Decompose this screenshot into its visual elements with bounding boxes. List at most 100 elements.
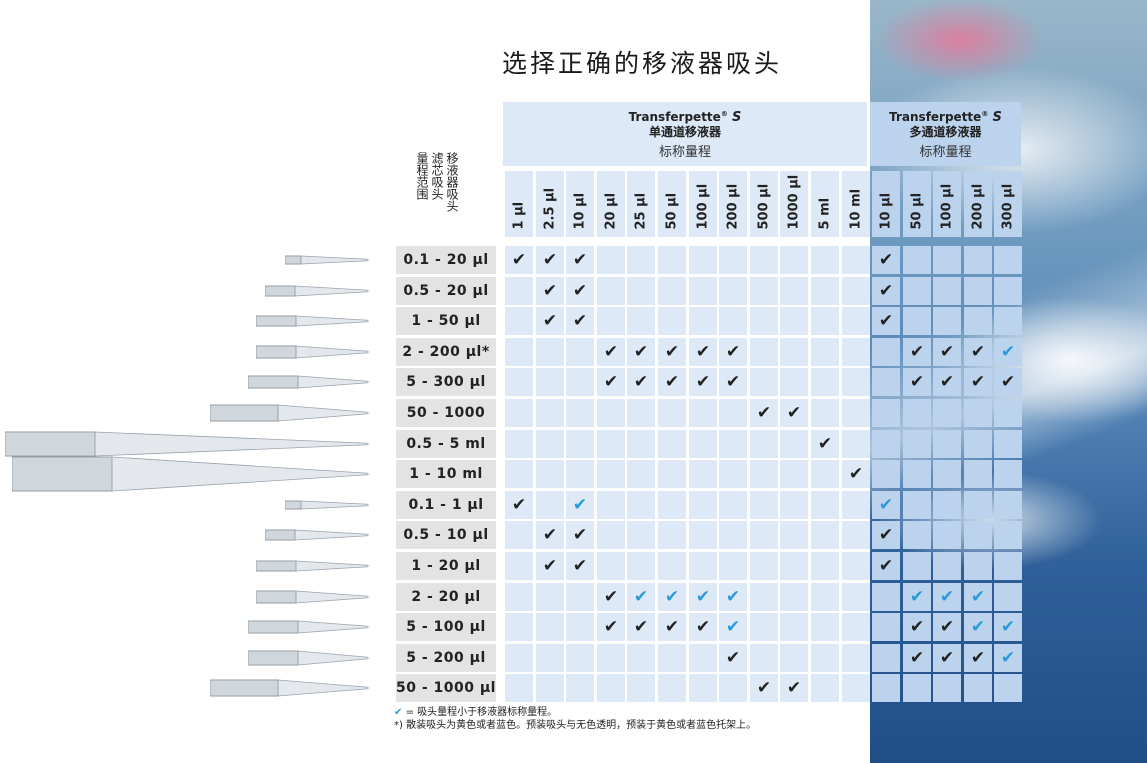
compatibility-cell: ✔ — [842, 460, 870, 488]
multi-compatibility-cell — [903, 430, 931, 458]
compatibility-cell — [505, 460, 533, 488]
compatibility-cell — [750, 460, 778, 488]
compatibility-cell — [627, 246, 655, 274]
pipette-tip-image — [256, 590, 369, 604]
compatibility-cell — [842, 368, 870, 396]
compatibility-cell — [505, 583, 533, 611]
compatibility-cell — [505, 613, 533, 641]
multi-compatibility-cell: ✔ — [903, 338, 931, 366]
column-header-label: 300 µl — [1000, 183, 1016, 230]
compatibility-cell: ✔ — [597, 368, 625, 396]
multi-compatibility-cell: ✔ — [964, 644, 992, 672]
compatibility-cell — [719, 430, 747, 458]
compatibility-cell — [842, 338, 870, 366]
compatibility-cell: ✔ — [780, 674, 808, 702]
compatibility-cell — [811, 674, 839, 702]
pipette-tip-image — [248, 375, 369, 389]
compatibility-cell — [658, 674, 686, 702]
single-range-label: 标称量程 — [658, 145, 711, 160]
compatibility-cell — [597, 552, 625, 580]
compatibility-cell — [842, 583, 870, 611]
compatibility-cell — [750, 338, 778, 366]
multi-compatibility-cell: ✔ — [872, 246, 900, 274]
pipette-tip-image — [210, 679, 369, 697]
compatibility-cell — [842, 399, 870, 427]
tip-range-label: 0.5 - 10 µl — [396, 521, 496, 549]
compatibility-cell — [627, 460, 655, 488]
multi-compatibility-cell — [964, 430, 992, 458]
compatibility-cell — [842, 277, 870, 305]
multi-compatibility-cell: ✔ — [964, 368, 992, 396]
compatibility-cell — [719, 491, 747, 519]
tip-range-label: 5 - 100 µl — [396, 613, 496, 641]
compatibility-cell — [842, 613, 870, 641]
compatibility-cell — [811, 368, 839, 396]
multi-compatibility-cell: ✔ — [994, 644, 1022, 672]
compatibility-cell: ✔ — [536, 521, 564, 549]
compatibility-cell — [566, 613, 594, 641]
compatibility-cell — [536, 399, 564, 427]
multi-compatibility-cell — [994, 674, 1022, 702]
multi-compatibility-cell — [933, 277, 961, 305]
multi-compatibility-cell — [964, 491, 992, 519]
compatibility-cell — [627, 399, 655, 427]
compatibility-cell — [750, 491, 778, 519]
compatibility-cell: ✔ — [627, 368, 655, 396]
compatibility-cell — [627, 644, 655, 672]
multi-compatibility-cell: ✔ — [903, 583, 931, 611]
compatibility-cell — [597, 460, 625, 488]
compatibility-cell: ✔ — [750, 674, 778, 702]
multi-compatibility-cell: ✔ — [903, 644, 931, 672]
compatibility-cell — [627, 491, 655, 519]
compatibility-cell — [780, 644, 808, 672]
multi-compatibility-cell: ✔ — [994, 613, 1022, 641]
pipette-tip-image — [248, 650, 369, 666]
compatibility-cell: ✔ — [536, 552, 564, 580]
multi-compatibility-cell — [964, 277, 992, 305]
compatibility-cell: ✔ — [719, 644, 747, 672]
pipette-tip-image — [265, 285, 369, 297]
tip-range-label: 1 - 50 µl — [396, 307, 496, 335]
compatibility-cell — [536, 460, 564, 488]
pipette-tip-image — [285, 255, 369, 265]
multi-compatibility-cell — [994, 277, 1022, 305]
column-header-label: 1 µl — [511, 201, 527, 230]
pipette-tip-image — [5, 431, 369, 457]
multi-compatibility-cell — [872, 368, 900, 396]
compatibility-cell — [750, 552, 778, 580]
compatibility-cell: ✔ — [719, 338, 747, 366]
compatibility-cell — [505, 644, 533, 672]
pipette-tip-image — [210, 404, 369, 422]
multi-compatibility-cell: ✔ — [964, 613, 992, 641]
tip-range-label: 50 - 1000 µl* — [396, 399, 496, 449]
compatibility-cell: ✔ — [750, 399, 778, 427]
compatibility-cell — [658, 307, 686, 335]
compatibility-cell — [505, 430, 533, 458]
compatibility-cell — [780, 460, 808, 488]
compatibility-cell — [597, 674, 625, 702]
multi-compatibility-cell: ✔ — [933, 644, 961, 672]
multi-brand: Transferpette® S — [889, 110, 1002, 125]
compatibility-cell — [597, 307, 625, 335]
tip-range-label: 2 - 20 µl — [396, 583, 496, 611]
single-subtitle: 单通道移液器 — [648, 125, 721, 139]
multi-compatibility-cell — [872, 399, 900, 427]
multi-compatibility-cell: ✔ — [903, 368, 931, 396]
multi-compatibility-cell — [872, 644, 900, 672]
column-header: 5 ml — [811, 171, 839, 237]
compatibility-cell — [658, 491, 686, 519]
column-header: 50 µl — [658, 171, 686, 237]
column-header-label: 100 µl — [695, 183, 711, 230]
compatibility-cell — [689, 430, 717, 458]
multi-compatibility-cell: ✔ — [933, 613, 961, 641]
multi-compatibility-cell — [872, 430, 900, 458]
compatibility-cell: ✔ — [536, 307, 564, 335]
compatibility-cell: ✔ — [627, 583, 655, 611]
multi-compatibility-cell — [964, 552, 992, 580]
compatibility-cell — [750, 521, 778, 549]
compatibility-cell — [719, 521, 747, 549]
tip-range-label: 1 - 10 ml — [396, 460, 496, 488]
compatibility-cell — [505, 674, 533, 702]
compatibility-cell — [842, 491, 870, 519]
multi-compatibility-cell — [872, 613, 900, 641]
